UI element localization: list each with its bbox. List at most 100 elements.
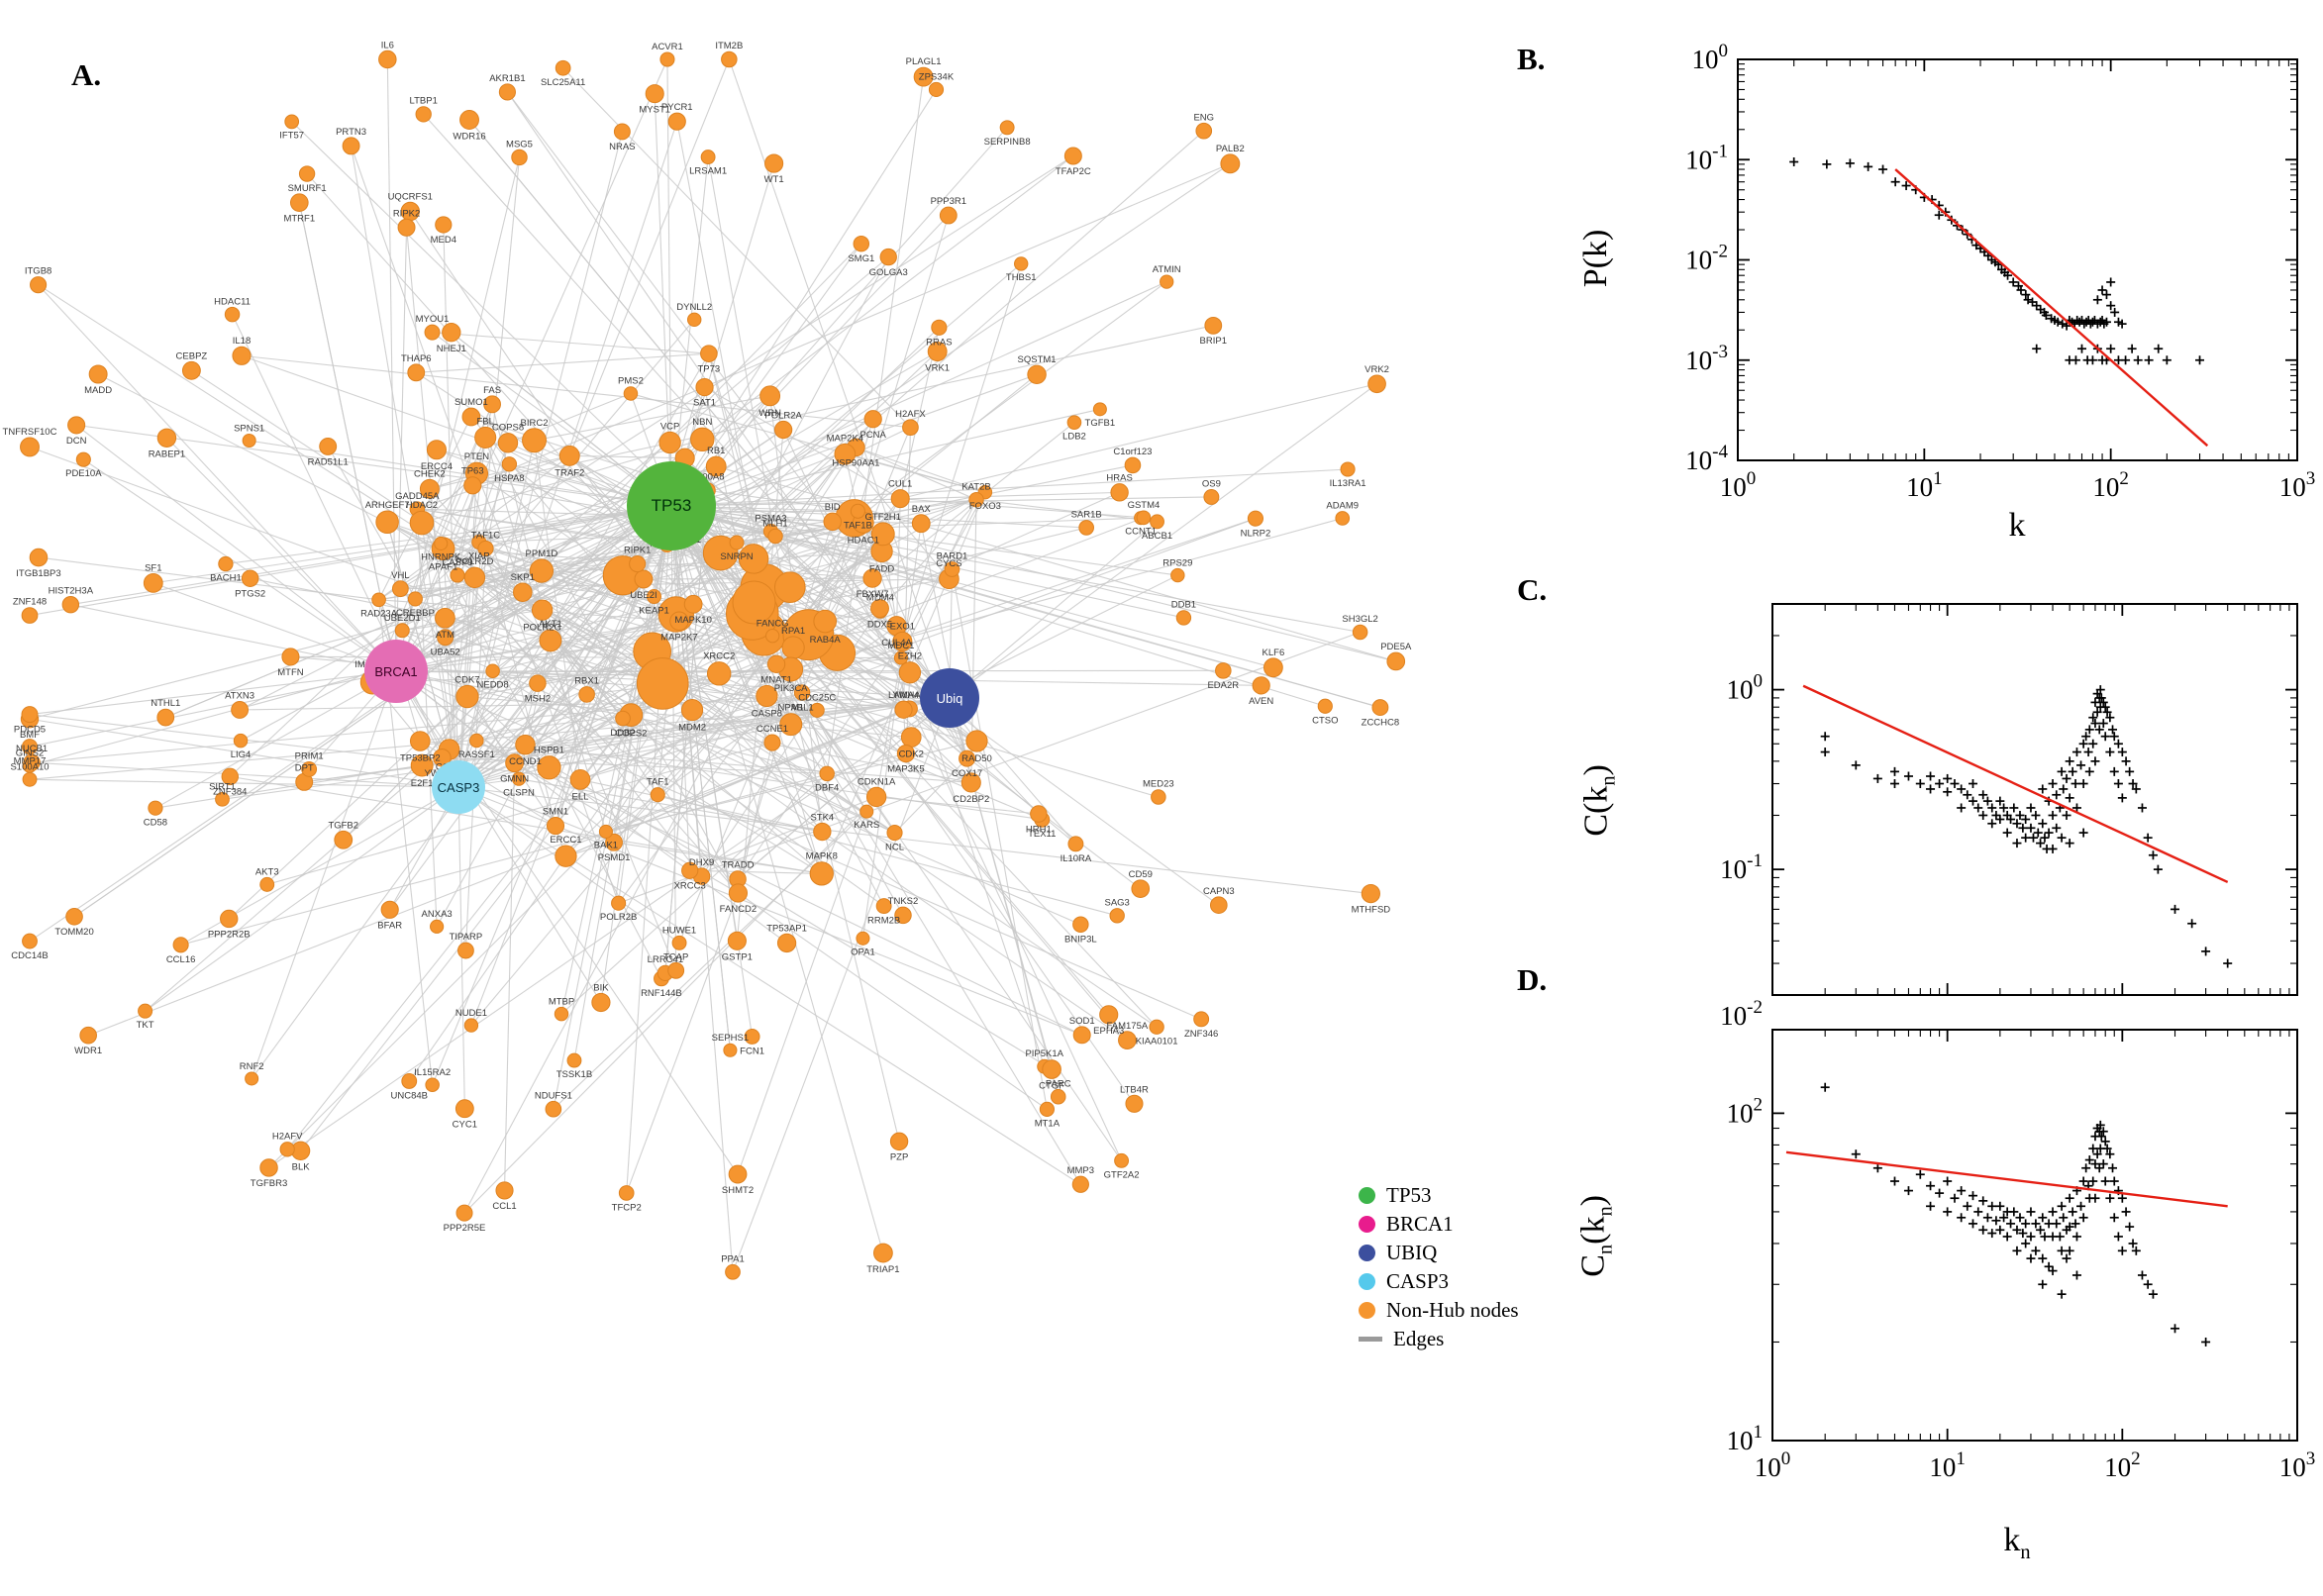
svg-text:FAM175A: FAM175A: [1107, 1021, 1149, 1032]
svg-text:AKT1: AKT1: [539, 619, 562, 630]
tick-label: 101: [1929, 1448, 1966, 1482]
svg-text:SH3GL2: SH3GL2: [1342, 614, 1377, 625]
svg-text:H2AFV: H2AFV: [272, 1132, 303, 1143]
hub-label-Ubiq: Ubiq: [937, 691, 963, 706]
legend-label: Non-Hub nodes: [1386, 1298, 1519, 1322]
svg-text:ZNF384: ZNF384: [213, 787, 247, 798]
svg-text:PPP2R2B: PPP2R2B: [208, 930, 251, 941]
svg-text:KARS: KARS: [854, 820, 879, 831]
svg-text:CTGF: CTGF: [1039, 1080, 1064, 1091]
svg-text:XIAP: XIAP: [468, 551, 490, 562]
svg-text:RIPK1: RIPK1: [624, 545, 651, 555]
panel-B-points: [1789, 157, 2205, 365]
svg-text:IL18: IL18: [233, 336, 252, 347]
svg-text:CREBBP: CREBBP: [396, 608, 435, 619]
panel-C-fit-line: [1802, 684, 2229, 884]
svg-text:DHX9: DHX9: [689, 857, 714, 868]
svg-text:PLAGL1: PLAGL1: [906, 56, 942, 67]
svg-text:MMP3: MMP3: [1067, 1165, 1094, 1176]
svg-text:SQSTM1: SQSTM1: [1018, 354, 1057, 365]
svg-text:THBS1: THBS1: [1006, 272, 1037, 283]
svg-text:RRM2B: RRM2B: [867, 916, 900, 927]
svg-text:EXO1: EXO1: [890, 621, 915, 632]
svg-text:TFCP2: TFCP2: [612, 1202, 642, 1213]
axis-ticks: [1771, 603, 2298, 996]
svg-text:VHL: VHL: [391, 570, 409, 581]
svg-text:PPP3R1: PPP3R1: [931, 196, 966, 207]
svg-text:MTBP: MTBP: [549, 996, 574, 1007]
svg-text:SKP1: SKP1: [511, 572, 535, 583]
svg-text:CCNT1: CCNT1: [1125, 527, 1157, 538]
svg-text:BLK: BLK: [292, 1161, 311, 1172]
svg-text:ERCC1: ERCC1: [550, 835, 581, 846]
svg-text:TGFBR3: TGFBR3: [251, 1178, 287, 1189]
svg-text:SAR1B: SAR1B: [1071, 510, 1102, 521]
svg-text:MSH2: MSH2: [525, 693, 551, 704]
svg-text:TGFB2: TGFB2: [328, 820, 358, 831]
svg-text:AVEN: AVEN: [1249, 696, 1273, 707]
svg-text:NCL: NCL: [885, 843, 904, 853]
axis-ticks: [1771, 1030, 2298, 1442]
svg-text:XRCC3: XRCC3: [674, 880, 706, 891]
svg-text:DBF4: DBF4: [815, 783, 839, 794]
svg-text:TIPARP: TIPARP: [450, 932, 483, 943]
svg-text:HIST2H3A: HIST2H3A: [49, 585, 94, 596]
svg-text:PRIM1: PRIM1: [295, 751, 324, 762]
tick-label: 100: [1720, 468, 1757, 502]
legend-label: TP53: [1386, 1183, 1432, 1207]
svg-text:PYCR1: PYCR1: [661, 102, 693, 113]
svg-text:UQCRFS1: UQCRFS1: [388, 191, 433, 202]
legend-item: Non-Hub nodes: [1359, 1299, 1519, 1321]
svg-text:MAP2K7: MAP2K7: [660, 633, 698, 644]
tick-label: 100: [1727, 671, 1764, 705]
svg-text:SERPINB8: SERPINB8: [984, 137, 1031, 148]
svg-text:ARHGEF7: ARHGEF7: [365, 500, 410, 511]
svg-text:CDKN1A: CDKN1A: [858, 776, 896, 787]
svg-text:ITM2B: ITM2B: [715, 41, 743, 51]
panel-D-points: [1820, 1082, 2211, 1347]
svg-text:EDA2R: EDA2R: [1207, 680, 1239, 691]
svg-text:CUL4A: CUL4A: [881, 638, 912, 648]
svg-text:FBXW7: FBXW7: [857, 589, 889, 600]
plot-frame: [1737, 58, 2298, 461]
svg-text:KIAA0101: KIAA0101: [1136, 1036, 1178, 1047]
tick-label: 102: [1727, 1094, 1764, 1128]
svg-text:ELL: ELL: [572, 791, 589, 802]
legend-circle-swatch: [1359, 1186, 1375, 1204]
svg-text:TGFB1: TGFB1: [1085, 418, 1116, 429]
svg-text:TCAP: TCAP: [663, 951, 688, 962]
svg-text:DCN: DCN: [66, 436, 87, 447]
svg-text:TSSK1B: TSSK1B: [556, 1069, 592, 1080]
svg-text:IL10RA: IL10RA: [1060, 853, 1092, 864]
svg-text:ATM: ATM: [436, 630, 454, 641]
panel-d-label: D.: [1517, 962, 1548, 997]
svg-text:CCL1: CCL1: [492, 1201, 516, 1212]
svg-text:CCNE1: CCNE1: [757, 724, 788, 735]
svg-text:WRN: WRN: [758, 408, 781, 419]
svg-text:SEPHS1: SEPHS1: [712, 1033, 750, 1044]
svg-text:RNF2: RNF2: [240, 1061, 264, 1072]
svg-text:BID: BID: [825, 502, 841, 513]
svg-text:CEBPZ: CEBPZ: [176, 350, 208, 361]
svg-text:PIP5K1A: PIP5K1A: [1025, 1048, 1063, 1059]
svg-text:BRIP1: BRIP1: [1200, 336, 1227, 347]
legend-label: CASP3: [1386, 1269, 1450, 1293]
svg-text:HNRNPK: HNRNPK: [421, 551, 461, 562]
legend-circle-swatch: [1359, 1244, 1375, 1261]
svg-text:PSMD1: PSMD1: [598, 852, 631, 863]
svg-text:POLR2B: POLR2B: [600, 912, 638, 923]
svg-text:MED4: MED4: [431, 235, 456, 246]
tick-label: 100: [1755, 1448, 1791, 1482]
svg-text:RASSF1: RASSF1: [458, 749, 495, 760]
svg-text:CASP9: CASP9: [442, 557, 472, 568]
svg-text:CD58: CD58: [144, 817, 167, 828]
svg-text:LTBP1: LTBP1: [410, 96, 438, 107]
tick-label: 10-3: [1685, 342, 1728, 375]
svg-text:SAT1: SAT1: [693, 398, 716, 409]
svg-text:ABCB1: ABCB1: [1142, 531, 1172, 542]
panel-b-label: B.: [1517, 42, 1546, 76]
panel-d-ylabel: Cn(kn): [1574, 1195, 1617, 1277]
svg-text:SLC25A11: SLC25A11: [541, 77, 585, 88]
